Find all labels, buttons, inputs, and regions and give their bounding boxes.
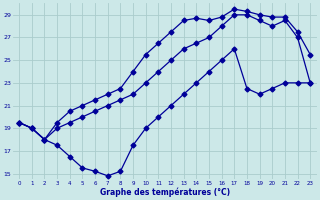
X-axis label: Graphe des températures (°C): Graphe des températures (°C) xyxy=(100,187,230,197)
